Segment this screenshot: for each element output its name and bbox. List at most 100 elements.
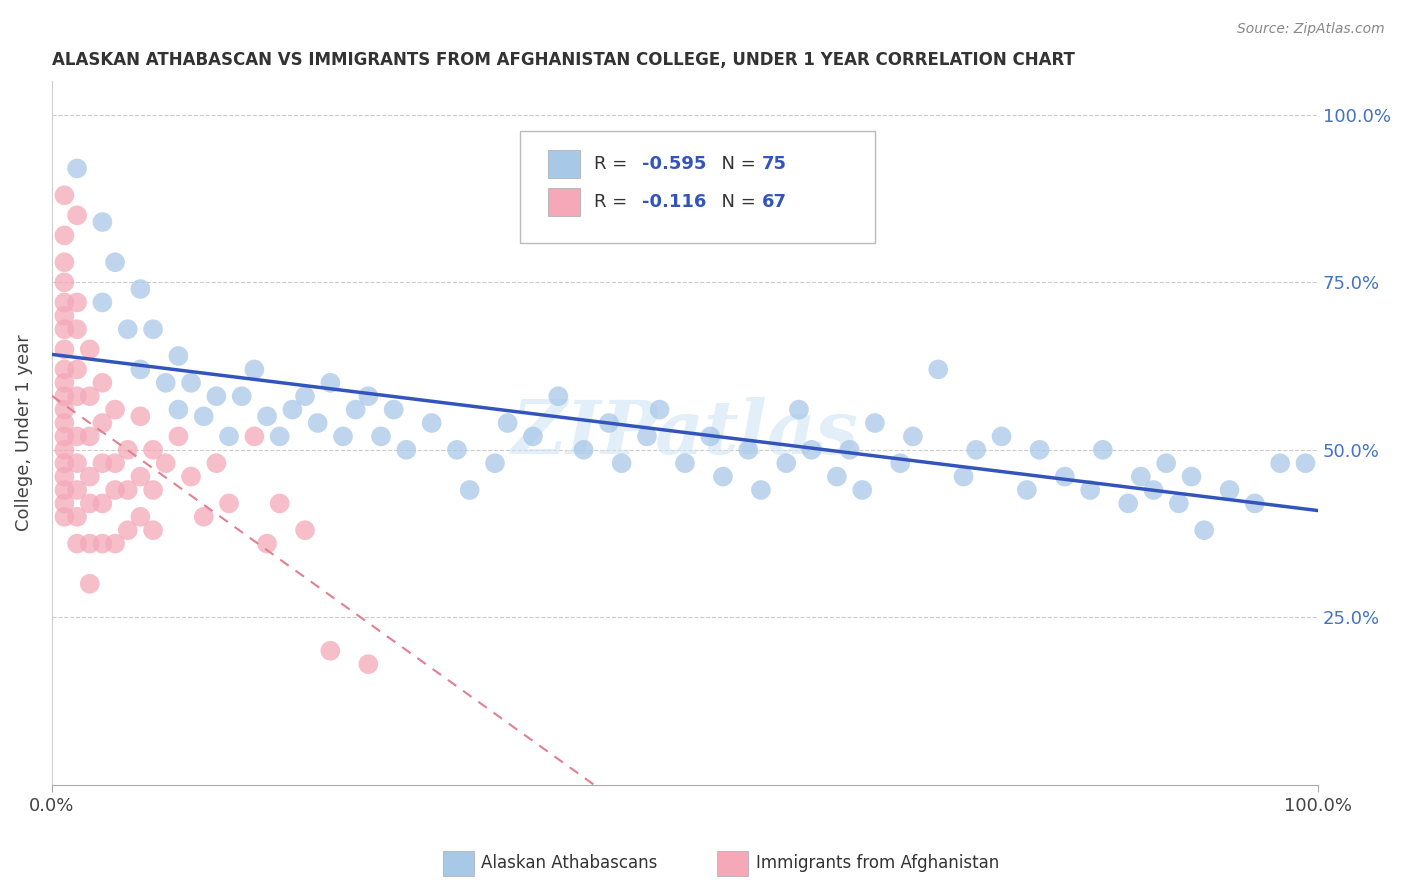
Point [344,402,367,417]
Point [598,416,620,430]
Point [357,389,380,403]
Point [1154,456,1177,470]
Point [117,523,139,537]
Point [952,469,974,483]
Point [838,442,860,457]
Text: R =: R = [593,194,633,211]
Point [218,496,240,510]
Point [66,208,89,222]
Point [79,343,101,357]
Point [104,483,127,497]
Point [370,429,392,443]
Point [53,343,76,357]
Point [547,389,569,403]
Point [155,456,177,470]
Point [610,456,633,470]
Point [167,349,190,363]
Point [281,402,304,417]
Point [129,282,152,296]
FancyBboxPatch shape [548,150,579,178]
Point [53,276,76,290]
Point [117,442,139,457]
Point [243,429,266,443]
Point [484,456,506,470]
Point [66,536,89,550]
Text: N =: N = [710,194,762,211]
Point [737,442,759,457]
Point [142,322,165,336]
Point [104,402,127,417]
Text: N =: N = [710,155,762,173]
Text: R =: R = [593,155,633,173]
Point [180,469,202,483]
Point [699,429,721,443]
Point [256,536,278,550]
Point [1129,469,1152,483]
Point [167,429,190,443]
Point [711,469,734,483]
Point [129,362,152,376]
Point [53,429,76,443]
Point [357,657,380,672]
Point [91,416,114,430]
Point [79,496,101,510]
Point [53,188,76,202]
Point [800,442,823,457]
Point [53,456,76,470]
Point [1116,496,1139,510]
Point [382,402,405,417]
Point [66,456,89,470]
Point [319,376,342,390]
Point [496,416,519,430]
Point [1028,442,1050,457]
Point [66,429,89,443]
FancyBboxPatch shape [548,188,579,217]
Point [53,389,76,403]
Point [572,442,595,457]
Point [1243,496,1265,510]
Point [79,389,101,403]
Point [458,483,481,497]
Point [117,322,139,336]
Point [66,161,89,176]
Point [901,429,924,443]
Text: ZIPatlas: ZIPatlas [512,397,859,469]
Point [193,409,215,424]
Point [1180,469,1202,483]
Point [91,496,114,510]
Point [927,362,949,376]
Point [104,536,127,550]
Point [91,536,114,550]
Point [1078,483,1101,497]
Point [787,402,810,417]
Point [180,376,202,390]
Point [636,429,658,443]
Text: -0.116: -0.116 [643,194,706,211]
Point [66,362,89,376]
Point [205,389,228,403]
Point [965,442,987,457]
Point [167,402,190,417]
Point [53,309,76,323]
Point [129,469,152,483]
Point [53,362,76,376]
Point [522,429,544,443]
Point [332,429,354,443]
Point [775,456,797,470]
Point [53,496,76,510]
Point [863,416,886,430]
Point [66,322,89,336]
Point [79,576,101,591]
Point [53,509,76,524]
Point [319,644,342,658]
Point [117,483,139,497]
Point [1053,469,1076,483]
Point [66,389,89,403]
Text: ALASKAN ATHABASCAN VS IMMIGRANTS FROM AFGHANISTAN COLLEGE, UNDER 1 YEAR CORRELAT: ALASKAN ATHABASCAN VS IMMIGRANTS FROM AF… [52,51,1074,69]
Point [193,509,215,524]
Point [155,376,177,390]
Point [990,429,1012,443]
Point [1295,456,1317,470]
Point [1268,456,1291,470]
Point [142,523,165,537]
